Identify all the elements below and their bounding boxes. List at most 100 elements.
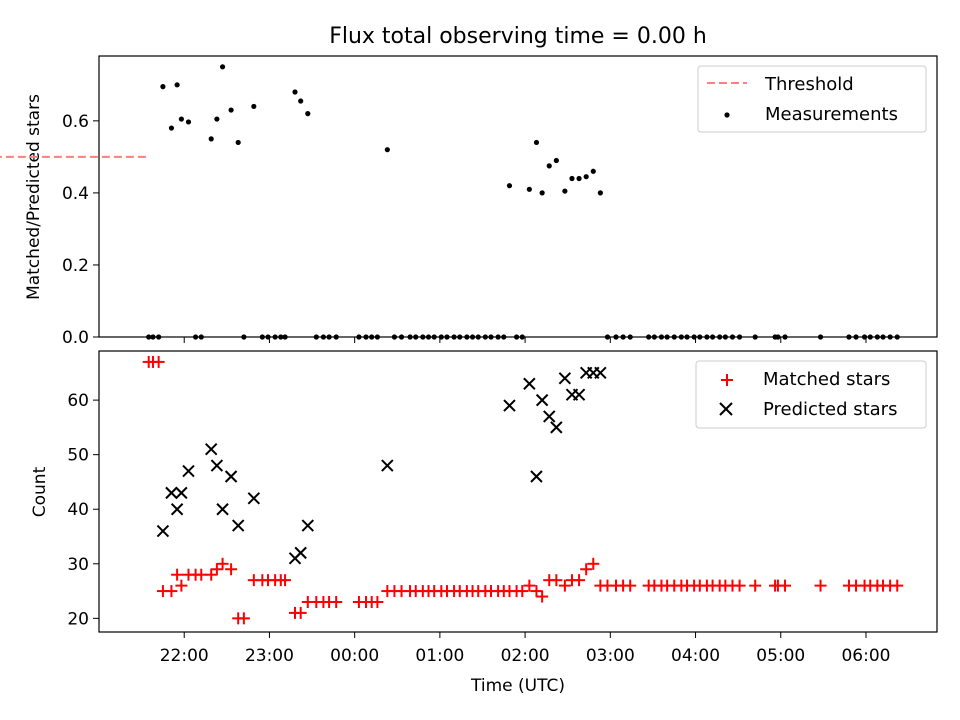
bottom-x-tick-label: 23:00 (245, 646, 294, 666)
predicted-star-point (543, 410, 556, 423)
measurement-point (506, 183, 513, 189)
matched-star-point (523, 579, 536, 592)
predicted-star-point (503, 399, 516, 412)
matched-star-point (237, 612, 250, 625)
measurement-point (597, 190, 603, 196)
predicted-star-point (523, 377, 536, 390)
measurement-point (174, 82, 180, 88)
measurement-point (553, 157, 559, 164)
bottom-x-tick-label: 02:00 (501, 646, 550, 666)
matched-star-point (210, 563, 223, 576)
measurement-point (590, 168, 596, 174)
matched-star-point (371, 595, 384, 608)
top-panel: Flux total observing time = 0.00 h Match… (0, 24, 938, 348)
top-y-tick-label: 0.2 (62, 256, 89, 276)
bottom-panel: Count Time (UTC) 20 30 40 50 60 22:00 23:00 00… (30, 350, 938, 696)
measurement-point (569, 175, 575, 182)
bottom-plot-marks (142, 355, 904, 625)
matched-star-point (279, 574, 292, 587)
bottom-x-tick-label: 00:00 (330, 646, 379, 666)
matched-star-point (624, 579, 637, 592)
measurement-point (384, 147, 390, 153)
measurement-point (576, 175, 582, 182)
measurement-point (168, 125, 175, 131)
matched-star-point (205, 568, 218, 581)
matched-star-point (573, 574, 586, 587)
legend-measurements-label: Measurements (765, 104, 898, 125)
predicted-star-point (530, 470, 543, 483)
measurement-point (235, 139, 241, 146)
measurement-point (219, 64, 226, 70)
matched-star-point (580, 563, 593, 576)
matched-star-point (749, 579, 762, 592)
matched-star-point (779, 579, 792, 592)
matched-star-point (294, 606, 307, 619)
legend-matched-label: Matched stars (763, 369, 890, 390)
predicted-star-point (165, 486, 178, 500)
measurement-point (305, 111, 311, 117)
chart-title: Flux total observing time = 0.00 h (329, 24, 707, 49)
matched-star-point (558, 579, 571, 592)
bottom-y-tick-label: 40 (67, 500, 89, 520)
top-y-tick-label: 0.4 (62, 184, 89, 204)
measurement-point (298, 98, 304, 104)
bottom-x-tick-label: 06:00 (841, 646, 890, 666)
legend-matched-swatch (721, 374, 733, 386)
predicted-star-point (550, 421, 563, 434)
matched-star-point (733, 579, 746, 592)
predicted-star-point (572, 388, 586, 401)
measurement-point (178, 116, 184, 122)
matched-star-point (152, 355, 165, 368)
measurement-point (160, 84, 166, 90)
predicted-star-point (381, 459, 394, 472)
measurement-point (185, 119, 192, 125)
matched-star-point (216, 557, 229, 570)
measurement-point (214, 116, 220, 122)
matched-star-point (225, 563, 238, 576)
predicted-star-point (210, 459, 224, 472)
bottom-legend: Matched stars Predicted stars (695, 360, 927, 429)
legend-measurements-swatch (724, 112, 730, 118)
bottom-x-tick-label: 01:00 (415, 646, 464, 666)
predicted-star-point (301, 519, 314, 532)
predicted-star-point (535, 393, 549, 407)
top-legend-box (697, 65, 927, 133)
measurement-point (546, 163, 552, 169)
measurement-point (533, 139, 540, 146)
matched-star-point (171, 568, 184, 581)
predicted-star-point (247, 492, 261, 505)
matched-star-point (814, 579, 827, 592)
top-y-tick-label: 0.6 (62, 112, 89, 132)
bottom-x-ticks: 22:00 23:00 00:00 01:00 02:00 03:00 04:00 05:00… (160, 632, 890, 666)
predicted-star-point (156, 524, 170, 538)
top-y-tick-label: 0.0 (62, 328, 89, 348)
matched-star-point (587, 557, 600, 570)
matched-star-point (891, 579, 904, 592)
predicted-star-point (594, 366, 607, 380)
matched-star-point (536, 590, 549, 603)
predicted-star-point (204, 443, 218, 456)
measurement-point (526, 186, 532, 192)
measurement-point (583, 174, 589, 180)
predicted-star-point (175, 486, 188, 500)
predicted-star-point (216, 503, 229, 516)
matched-star-point (530, 585, 543, 598)
legend-predicted-swatch (719, 402, 733, 416)
predicted-star-point (231, 519, 245, 532)
x-axis-label: Time (UTC) (470, 676, 565, 696)
bottom-y-ticks: 20 30 40 50 60 (67, 391, 99, 629)
measurement-point (539, 190, 545, 196)
top-legend: Threshold Measurements (697, 65, 927, 133)
top-y-axis-label: Matched/Predicted stars (24, 94, 44, 300)
top-y-ticks: 0.0 0.2 0.4 0.6 (62, 112, 99, 348)
matched-star-point (165, 585, 178, 598)
bottom-axes-frame (98, 350, 938, 633)
matched-star-point (175, 579, 188, 592)
top-axes-frame (98, 55, 938, 338)
matched-star-point (516, 585, 529, 598)
predicted-star-point (224, 470, 238, 483)
predicted-star-point (182, 464, 195, 478)
measurement-point (292, 89, 298, 95)
bottom-y-tick-label: 30 (67, 555, 89, 575)
